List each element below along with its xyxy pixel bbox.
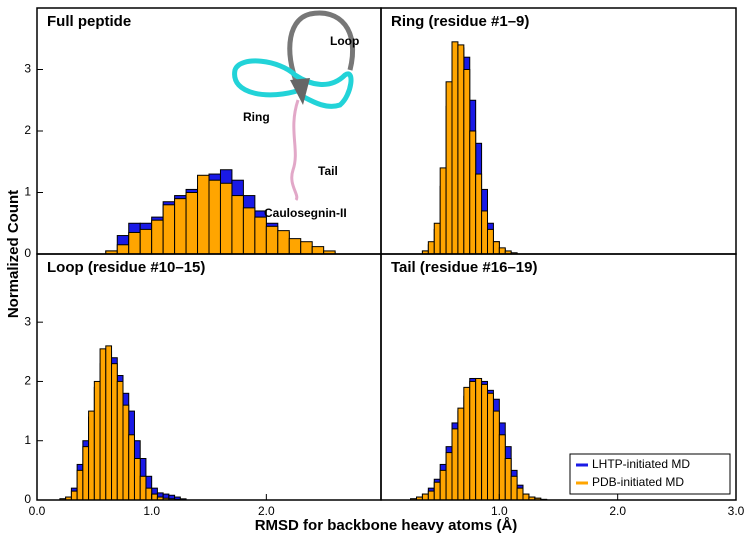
bar — [475, 173, 483, 255]
bar — [219, 182, 233, 255]
bar — [475, 377, 483, 501]
x-axis-label: RMSD for backbone heavy atoms (Å) — [255, 517, 518, 534]
bar — [445, 81, 453, 255]
plot-frame — [380, 253, 737, 501]
bar — [492, 410, 500, 501]
y-tick-label: 3 — [24, 62, 31, 76]
bar — [122, 404, 130, 501]
bar — [451, 428, 459, 501]
bar — [116, 380, 124, 501]
bar — [522, 493, 530, 501]
panel-title: Full peptide — [47, 13, 131, 30]
bar — [463, 69, 471, 255]
bar — [451, 41, 459, 255]
y-tick-label: 3 — [24, 314, 31, 328]
tail-ribbon — [290, 99, 300, 201]
ring-ribbon — [232, 58, 354, 109]
bar — [128, 434, 135, 501]
panel-title: Loop (residue #10–15) — [47, 259, 205, 276]
bar — [70, 490, 78, 501]
bar — [498, 247, 506, 255]
y-tick-label: 1 — [24, 433, 31, 447]
plot-frame — [380, 7, 737, 255]
bar — [151, 219, 164, 255]
bar — [469, 130, 477, 255]
legend-label: PDB-initiated MD — [592, 475, 684, 489]
bar — [487, 392, 494, 501]
bar — [254, 216, 267, 255]
bar — [145, 487, 153, 501]
annotation: Loop — [330, 34, 359, 48]
bar — [300, 241, 313, 255]
x-tick-label: 1.0 — [143, 504, 160, 518]
x-tick-label: 3.0 — [728, 504, 745, 518]
bar — [481, 210, 489, 255]
bar — [457, 407, 465, 501]
bar — [128, 231, 141, 255]
bar — [99, 348, 107, 501]
bar — [510, 475, 518, 501]
bar — [105, 345, 113, 501]
bar — [111, 363, 118, 501]
bar — [311, 246, 325, 255]
peptide-cartoon: Loop Ring Tail Caulosegnin-II — [232, 10, 359, 220]
panel-title: Ring (residue #1–9) — [391, 13, 529, 30]
bar — [139, 228, 153, 255]
y-tick-label: 2 — [24, 123, 31, 137]
bar — [277, 230, 290, 255]
y-tick-label: 1 — [24, 185, 31, 199]
bar — [445, 452, 453, 501]
loop-ribbon — [287, 10, 356, 92]
bar — [231, 195, 244, 255]
bar — [433, 222, 441, 255]
x-tick-label: 1.0 — [491, 504, 508, 518]
bar — [504, 458, 512, 501]
bar — [265, 225, 279, 255]
y-tick-label: 2 — [24, 374, 31, 388]
legend-box — [569, 453, 731, 495]
bar — [516, 487, 524, 501]
bar — [174, 198, 187, 255]
x-tick-label: 2.0 — [609, 504, 626, 518]
legend-label: LHTP-initiated MD — [592, 457, 690, 471]
bar — [242, 207, 256, 255]
y-axis-label: Normalized Count — [5, 190, 22, 318]
bar — [162, 204, 176, 255]
bar — [93, 380, 101, 501]
x-tick-label: 0.0 — [29, 504, 46, 518]
panel-title: Tail (residue #16–19) — [391, 259, 537, 276]
annotation: Tail — [318, 164, 338, 178]
bar — [469, 380, 477, 501]
bar — [151, 493, 158, 501]
bar — [208, 179, 221, 255]
bar — [288, 238, 302, 255]
bar — [492, 241, 500, 255]
bar — [76, 469, 84, 501]
x-tick-label: 2.0 — [258, 504, 275, 518]
sheet — [290, 78, 310, 105]
bar — [116, 244, 130, 255]
annotation: Ring — [243, 110, 270, 124]
bar — [427, 490, 435, 501]
bar — [433, 481, 441, 501]
bar — [133, 458, 141, 501]
annotation: Caulosegnin-II — [264, 206, 347, 220]
bar — [498, 434, 506, 501]
bar — [88, 410, 95, 501]
bar — [82, 446, 90, 501]
bar — [487, 228, 494, 255]
bar — [421, 493, 429, 501]
y-tick-label: 0 — [24, 492, 31, 506]
bar — [463, 386, 471, 501]
bar — [439, 469, 447, 501]
y-tick-label: 0 — [24, 246, 31, 260]
bar — [139, 475, 147, 501]
bar — [439, 167, 447, 255]
bar — [185, 192, 199, 255]
bar — [481, 383, 489, 501]
bar — [457, 44, 465, 255]
bar — [197, 174, 210, 255]
bar — [427, 241, 435, 255]
